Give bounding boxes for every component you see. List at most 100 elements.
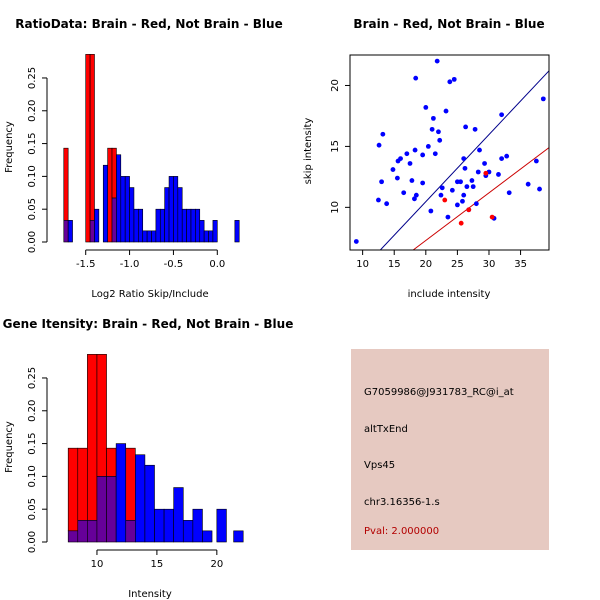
not-brain-point — [540, 96, 546, 102]
not-brain-bar — [192, 508, 203, 543]
not-brain-point — [499, 112, 505, 118]
not-brain-point — [443, 108, 449, 114]
not-brain-point — [353, 239, 359, 244]
not-brain-bar — [115, 443, 127, 543]
not-brain-point — [462, 165, 468, 171]
intensity-histogram-ylabel: Frequency — [4, 421, 15, 473]
not-brain-point — [432, 151, 438, 157]
not-brain-point — [413, 192, 419, 198]
brain-bar — [96, 354, 107, 477]
x-tick-label: 10 — [356, 259, 369, 270]
not-brain-point — [472, 126, 478, 132]
not-brain-bar — [181, 208, 187, 243]
not-brain-bar — [168, 176, 174, 243]
not-brain-point — [436, 129, 441, 135]
event-type: altTxEnd — [364, 424, 408, 435]
brain-bar — [89, 54, 95, 221]
not-brain-bar — [233, 530, 244, 543]
brain-bar — [111, 147, 117, 199]
not-brain-point — [398, 156, 403, 161]
not-brain-point — [413, 75, 419, 81]
not-brain-point — [376, 142, 382, 148]
not-brain-bar — [216, 508, 227, 543]
brain-point — [466, 207, 472, 213]
not-brain-point — [380, 131, 386, 137]
ratio-histogram-title: RatioData: Brain - Red, Not Brain - Blue — [15, 17, 282, 31]
brain-bar — [125, 447, 136, 521]
y-tick-label: 0.00 — [27, 531, 38, 553]
overlap-bar — [106, 476, 117, 543]
not-brain-point — [454, 179, 460, 185]
not-brain-point — [473, 201, 479, 207]
x-tick-label: 35 — [514, 259, 527, 270]
not-brain-point — [533, 158, 539, 164]
y-tick-label: 10 — [330, 201, 341, 214]
y-tick-label: 0.10 — [27, 465, 38, 487]
not-brain-point — [407, 161, 413, 166]
not-brain-point — [420, 152, 426, 158]
not-brain-point — [390, 167, 396, 172]
not-brain-bar — [124, 176, 130, 243]
overlap-bar — [111, 197, 117, 243]
y-tick-label: 0.20 — [27, 100, 38, 122]
not-brain-bar — [142, 230, 148, 243]
not-brain-point — [430, 115, 436, 121]
y-tick-label: 0.15 — [27, 432, 38, 454]
not-brain-point — [504, 153, 510, 159]
x-tick-label: 0.0 — [209, 259, 225, 270]
not-brain-point — [525, 181, 531, 187]
not-brain-point — [496, 172, 501, 177]
probe-info-box: G7059986@J931783_RC@i_at altTxEnd Vps45 … — [351, 349, 549, 550]
brain-bar — [85, 54, 91, 243]
overlap-bar — [67, 530, 79, 543]
overlap-bar — [63, 220, 69, 243]
ratio-histogram-panel: RatioData: Brain - Red, Not Brain - Blue… — [4, 17, 283, 300]
scatter-ylabel: skip intensity — [303, 118, 314, 185]
not-brain-bar — [67, 220, 73, 243]
ratio-histogram-xlabel: Log2 Ratio Skip/Include — [91, 289, 208, 300]
not-brain-bar — [177, 187, 183, 243]
x-tick-label: 20 — [210, 559, 223, 570]
intensity-histogram-title: Gene Itensity: Brain - Red, Not Brain - … — [3, 317, 294, 331]
not-brain-bar — [164, 187, 170, 243]
not-brain-bar — [146, 230, 152, 243]
x-tick-label: 25 — [451, 259, 464, 270]
x-tick-label: 10 — [91, 559, 104, 570]
not-brain-point — [506, 190, 512, 196]
scatter-title: Brain - Red, Not Brain - Blue — [353, 17, 544, 31]
not-brain-point — [437, 137, 443, 143]
intensity-histogram-xlabel: Intensity — [128, 589, 172, 600]
not-brain-point — [454, 202, 460, 208]
overlap-bar — [87, 520, 98, 543]
y-tick-label: 0.05 — [27, 498, 38, 520]
y-tick-label: 0.25 — [27, 67, 38, 89]
brain-point — [483, 170, 489, 176]
not-brain-bar — [208, 230, 214, 243]
not-brain-point — [379, 179, 384, 185]
overlap-bar — [125, 520, 136, 543]
not-brain-point — [428, 208, 434, 214]
not-brain-bar — [144, 464, 155, 543]
not-brain-bar — [138, 208, 144, 243]
not-brain-point — [423, 105, 429, 110]
not-brain-point — [412, 196, 417, 202]
not-brain-bar — [151, 230, 157, 243]
not-brain-point — [384, 201, 390, 207]
not-brain-point — [404, 151, 410, 157]
not-brain-point — [412, 147, 418, 153]
not-brain-point — [394, 175, 400, 181]
brain-bar — [87, 354, 98, 521]
not-brain-point — [425, 144, 431, 149]
not-brain-point — [429, 126, 435, 132]
not-brain-point — [376, 197, 381, 203]
y-tick-label: 0.10 — [27, 165, 38, 187]
red-fit-line — [412, 147, 550, 251]
brain-point — [458, 220, 464, 226]
not-brain-point — [469, 178, 475, 183]
not-brain-bar — [173, 176, 179, 243]
not-brain-point — [470, 184, 476, 190]
y-tick-label: 0.20 — [27, 400, 38, 422]
x-tick-label: -1.5 — [76, 259, 96, 270]
not-brain-point — [447, 79, 453, 85]
not-brain-point — [482, 161, 487, 166]
